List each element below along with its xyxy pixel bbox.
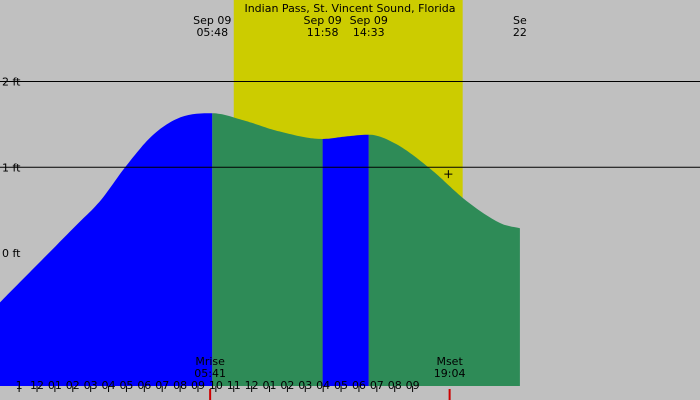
height-label-1ft: 1 ft: [2, 161, 21, 174]
moon-event-label-1: Mrise: [195, 355, 225, 368]
hour-label-8: 06: [137, 379, 151, 392]
hour-label-16: 02: [280, 379, 294, 392]
hour-axis: 1 12 01 02 03 04 05 06 07 08 09 10 11 12 01 02 03 04 05 06 0…: [16, 379, 420, 392]
tide-event-date-3: Sep 09: [350, 14, 388, 27]
tide-rising-area-1: [0, 113, 213, 386]
moon-event-label-2: Mset: [436, 355, 463, 368]
hour-label-14: 12: [245, 379, 259, 392]
hour-label-12: 10: [209, 379, 223, 392]
hour-label-20: 06: [352, 379, 366, 392]
hour-label-1: 1: [16, 379, 23, 392]
hour-label-18: 04: [316, 379, 330, 392]
hour-label-6: 04: [102, 379, 116, 392]
hour-label-5: 03: [84, 379, 98, 392]
tide-event-time-3: 14:33: [353, 26, 385, 39]
hour-label-22: 08: [388, 379, 402, 392]
height-label-2ft: 2 ft: [2, 75, 21, 88]
hour-label-13: 11: [227, 379, 241, 392]
tide-event-time-1: 05:48: [196, 26, 228, 39]
tide-event-date-2: Sep 09: [304, 14, 342, 27]
hour-label-23: 09: [406, 379, 420, 392]
hour-label-4: 02: [66, 379, 80, 392]
hour-label-7: 05: [119, 379, 133, 392]
hour-label-17: 03: [298, 379, 312, 392]
height-labels: 2 ft 1 ft 0 ft: [2, 75, 21, 260]
tide-falling-area-4: [368, 134, 520, 386]
current-time-crosshair: [444, 170, 453, 179]
hour-label-11: 09: [191, 379, 205, 392]
hour-label-19: 05: [334, 379, 348, 392]
chart-title: Indian Pass, St. Vincent Sound, Florida: [244, 2, 455, 15]
tide-falling-area-2: [212, 113, 323, 386]
moon-event-time-2: 19:04: [434, 367, 466, 380]
moon-event-time-1: 05:41: [194, 367, 226, 380]
tide-event-time-4: 22: [513, 26, 527, 39]
hour-label-3: 01: [48, 379, 62, 392]
hour-label-10: 08: [173, 379, 187, 392]
hour-label-9: 07: [155, 379, 169, 392]
tide-area: [0, 113, 520, 386]
tide-event-time-2: 11:58: [307, 26, 339, 39]
tide-event-date-4: Se: [513, 14, 527, 27]
tide-event-date-1: Sep 09: [193, 14, 231, 27]
hour-label-2: 12: [30, 379, 44, 392]
tide-rising-area-3: [322, 134, 369, 386]
hour-label-15: 01: [263, 379, 277, 392]
height-label-0ft: 0 ft: [2, 247, 21, 260]
height-gridlines: [0, 80, 700, 168]
current-marker: [444, 170, 453, 179]
hour-label-21: 07: [370, 379, 384, 392]
